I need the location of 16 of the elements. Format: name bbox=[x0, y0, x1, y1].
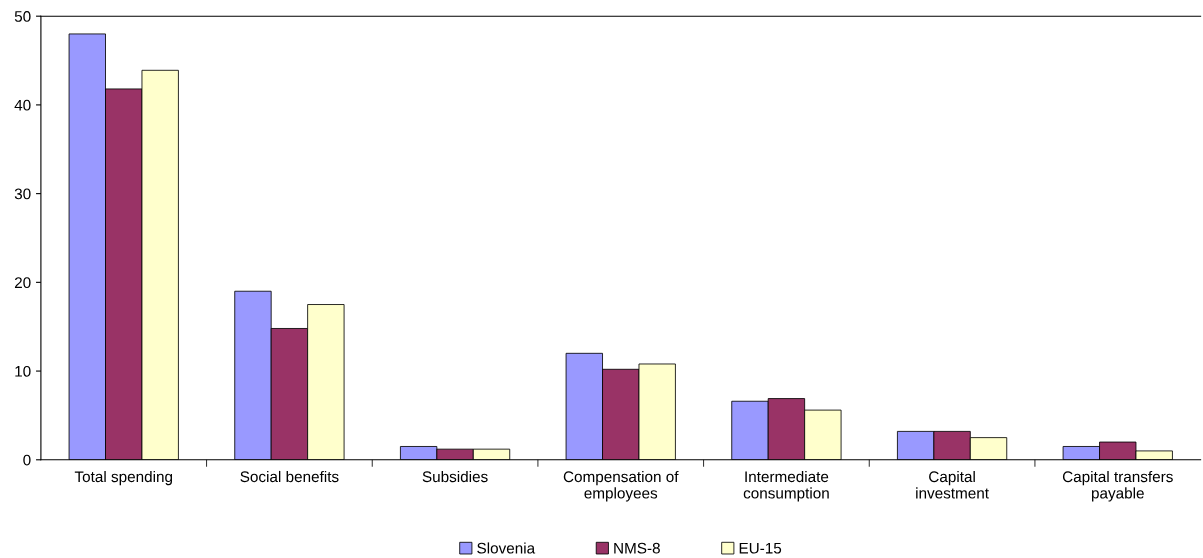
y-tick-label: 10 bbox=[15, 365, 31, 377]
y-tick-label: 0 bbox=[23, 454, 31, 466]
x-tick-label: Compensation of employees bbox=[563, 470, 679, 502]
x-tick-label: Intermediate consumption bbox=[743, 470, 829, 502]
x-tick-label: Subsidies bbox=[422, 470, 488, 483]
legend-label: NMS-8 bbox=[614, 542, 660, 554]
y-tick-label: 40 bbox=[14, 99, 31, 111]
x-tick-label: Capital investment bbox=[916, 470, 989, 499]
legend-label: EU-15 bbox=[739, 542, 782, 554]
y-tick-label: 50 bbox=[14, 11, 31, 22]
y-tick-label: 30 bbox=[14, 188, 31, 200]
x-tick-label: Total spending bbox=[74, 470, 173, 486]
x-tick-label: Capital transfers payable bbox=[1062, 470, 1173, 502]
legend-label: Slovenia bbox=[477, 542, 536, 554]
y-tick-label: 20 bbox=[14, 277, 31, 289]
x-tick-label: Social benefits bbox=[240, 470, 339, 483]
